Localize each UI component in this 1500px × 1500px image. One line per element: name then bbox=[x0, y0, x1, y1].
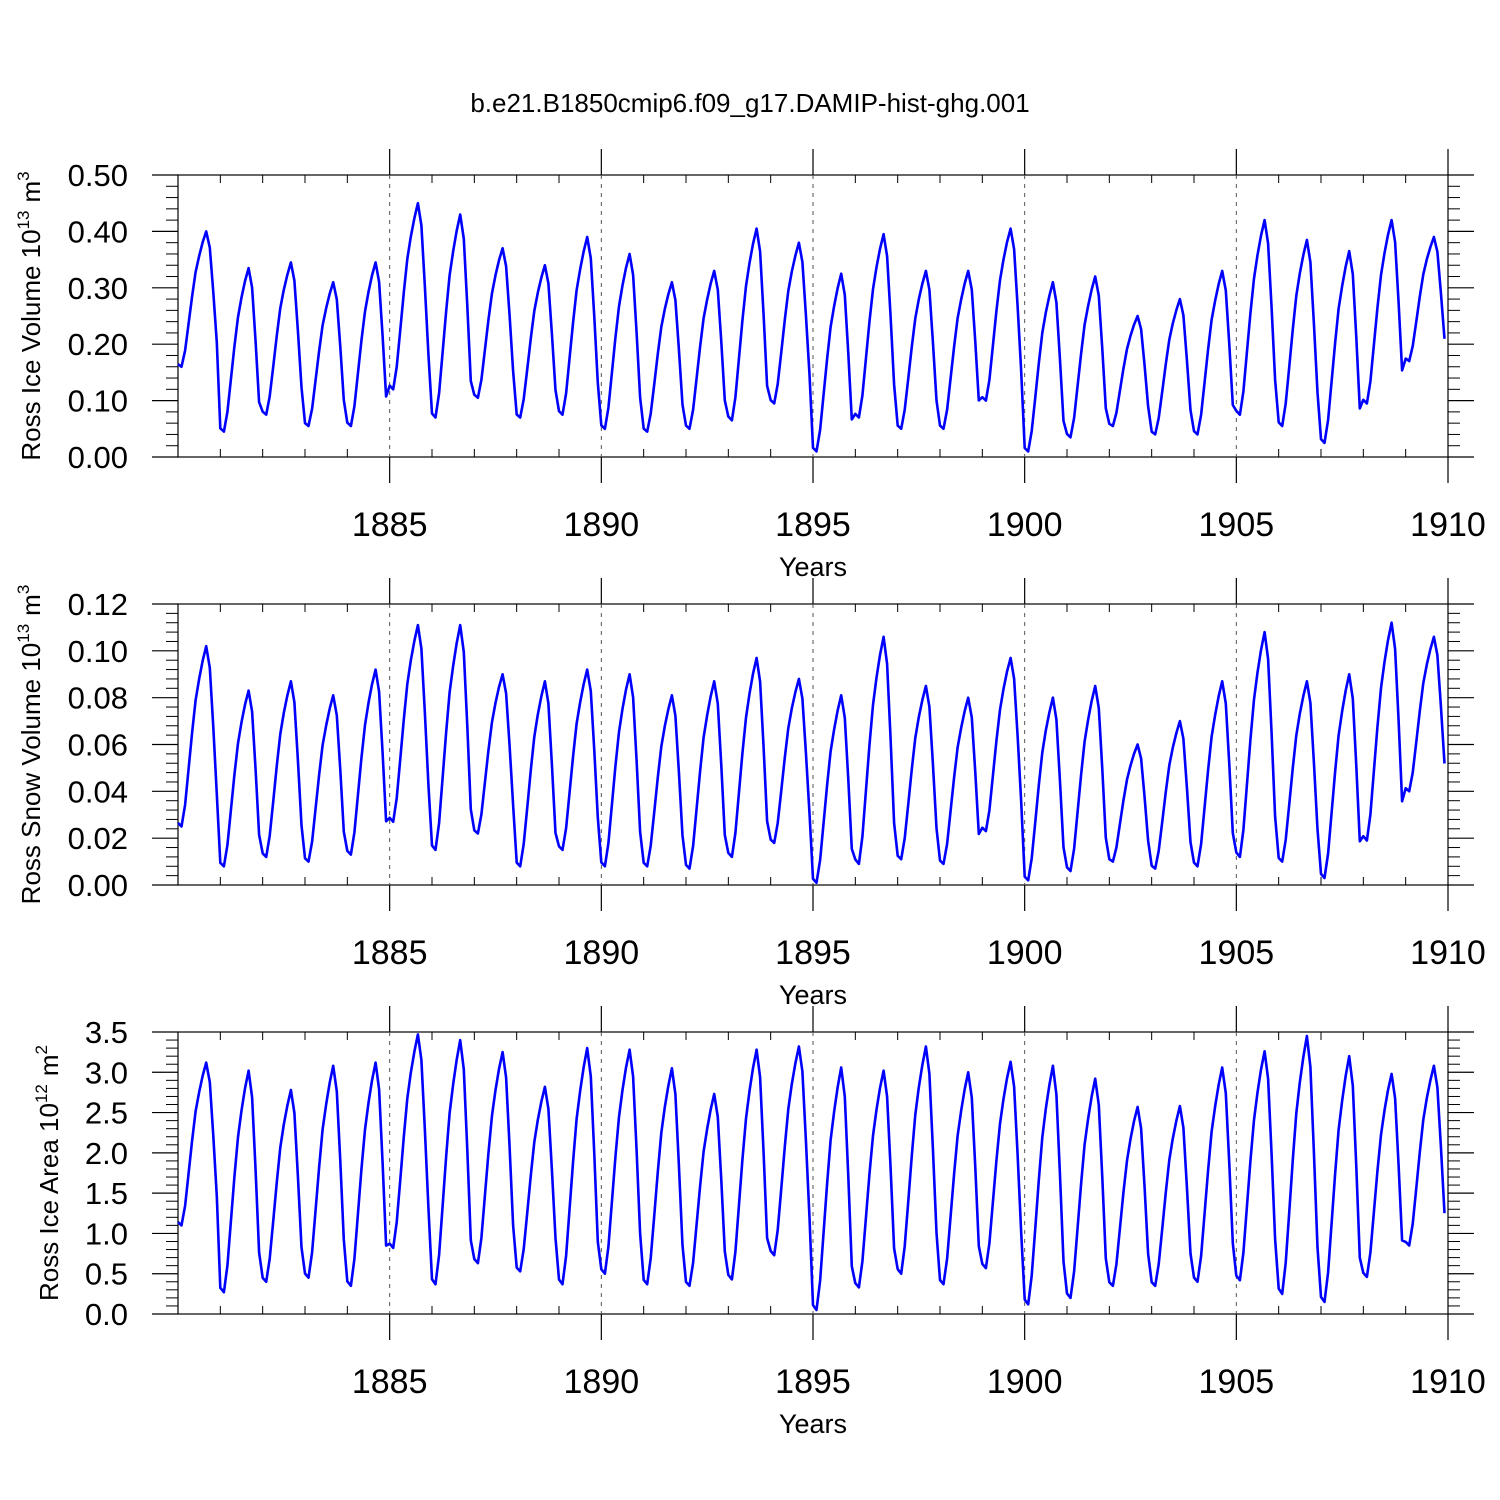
y-axis-title-exponent: 12 bbox=[32, 1084, 51, 1103]
x-tick-label: 1885 bbox=[352, 506, 428, 544]
y-axis-title-text: Ross Ice Volume 10 bbox=[16, 229, 46, 460]
y-axis-title-text: Ross Ice Area 10 bbox=[34, 1103, 64, 1301]
y-tick-label: 0.10 bbox=[68, 384, 128, 419]
y-tick-label: 1.0 bbox=[85, 1216, 128, 1251]
x-axis-title: Years bbox=[779, 1409, 847, 1439]
x-tick-label: 1905 bbox=[1199, 506, 1275, 544]
y-tick-label: 0.02 bbox=[68, 821, 128, 856]
y-tick-label: 0.00 bbox=[68, 440, 128, 475]
y-axis-title: Ross Snow Volume 1013 m3 bbox=[14, 585, 46, 905]
x-tick-label: 1895 bbox=[775, 934, 851, 972]
y-tick-label: 0.5 bbox=[85, 1257, 128, 1292]
plot-frame bbox=[177, 603, 1449, 886]
x-tick-label: 1895 bbox=[775, 1363, 851, 1401]
y-tick-label: 0.08 bbox=[68, 681, 128, 716]
y-axis-title: Ross Ice Area 1012 m2 bbox=[32, 1045, 64, 1301]
y-tick-label: 0.40 bbox=[68, 214, 128, 249]
x-tick-label: 1890 bbox=[564, 934, 640, 972]
x-tick-label: 1900 bbox=[987, 934, 1063, 972]
x-tick-label: 1905 bbox=[1199, 1363, 1275, 1401]
x-tick-label: 1885 bbox=[352, 1363, 428, 1401]
y-tick-label: 0.06 bbox=[68, 728, 128, 763]
y-axis-title: Ross Ice Volume 1013 m3 bbox=[14, 171, 46, 460]
y-tick-label: 1.5 bbox=[85, 1176, 128, 1211]
x-tick-label: 1890 bbox=[564, 506, 640, 544]
x-tick-label: 1890 bbox=[564, 1363, 640, 1401]
y-axis-title-unit-exponent: 2 bbox=[32, 1045, 51, 1054]
y-axis-title-unit: m bbox=[16, 181, 46, 203]
x-tick-label: 1900 bbox=[987, 506, 1063, 544]
y-tick-label: 0.30 bbox=[68, 271, 128, 306]
x-tick-label: 1910 bbox=[1410, 934, 1486, 972]
x-tick-label: 1895 bbox=[775, 506, 851, 544]
y-tick-label: 0.20 bbox=[68, 327, 128, 362]
y-axis-title-unit-exponent: 3 bbox=[14, 171, 33, 180]
x-tick-label: 1885 bbox=[352, 934, 428, 972]
y-tick-label: 2.5 bbox=[85, 1096, 128, 1131]
y-tick-label: 2.0 bbox=[85, 1136, 128, 1171]
x-tick-label: 1900 bbox=[987, 1363, 1063, 1401]
y-axis-title-exponent: 13 bbox=[14, 210, 33, 229]
y-axis-title-unit-exponent: 3 bbox=[14, 585, 33, 594]
panel-ross-ice-volume: 1885 1890 1895 1900 1905 1910 Years 0.00 0.10 0.2… bbox=[14, 149, 1486, 582]
y-tick-label: 0.10 bbox=[68, 634, 128, 669]
series-line bbox=[177, 1033, 1446, 1312]
x-tick-label: 1905 bbox=[1199, 934, 1275, 972]
y-tick-label: 3.0 bbox=[85, 1055, 128, 1090]
y-axis-title-exponent: 13 bbox=[14, 624, 33, 643]
y-tick-label: 0.04 bbox=[68, 774, 128, 809]
y-axis-title-unit: m bbox=[16, 594, 46, 616]
plot-frame bbox=[177, 174, 1449, 458]
x-tick-label: 1910 bbox=[1410, 506, 1486, 544]
y-tick-label: 0.0 bbox=[85, 1297, 128, 1332]
x-tick-label: 1910 bbox=[1410, 1363, 1486, 1401]
y-tick-label: 0.00 bbox=[68, 868, 128, 903]
y-tick-label: 0.50 bbox=[68, 158, 128, 193]
plot-frame bbox=[177, 1031, 1449, 1315]
series-line bbox=[177, 621, 1446, 885]
x-axis-title: Years bbox=[779, 980, 847, 1010]
figure-title: b.e21.B1850cmip6.f09_g17.DAMIP-hist-ghg.… bbox=[470, 88, 1029, 118]
panel-ross-snow-volume: 1885 1890 1895 1900 1905 1910 Years 0.00 0.02 0.0… bbox=[14, 578, 1486, 1010]
x-axis-title: Years bbox=[779, 552, 847, 582]
y-tick-label: 0.12 bbox=[68, 587, 128, 622]
y-tick-label: 3.5 bbox=[85, 1015, 128, 1050]
panel-ross-ice-area: 1885 1890 1895 1900 1905 1910 Years 0.0 0.5 1.0 1.… bbox=[32, 1006, 1486, 1439]
y-axis-title-unit: m bbox=[34, 1054, 64, 1076]
y-axis-title-text: Ross Snow Volume 10 bbox=[16, 643, 46, 905]
series-line bbox=[177, 201, 1446, 453]
